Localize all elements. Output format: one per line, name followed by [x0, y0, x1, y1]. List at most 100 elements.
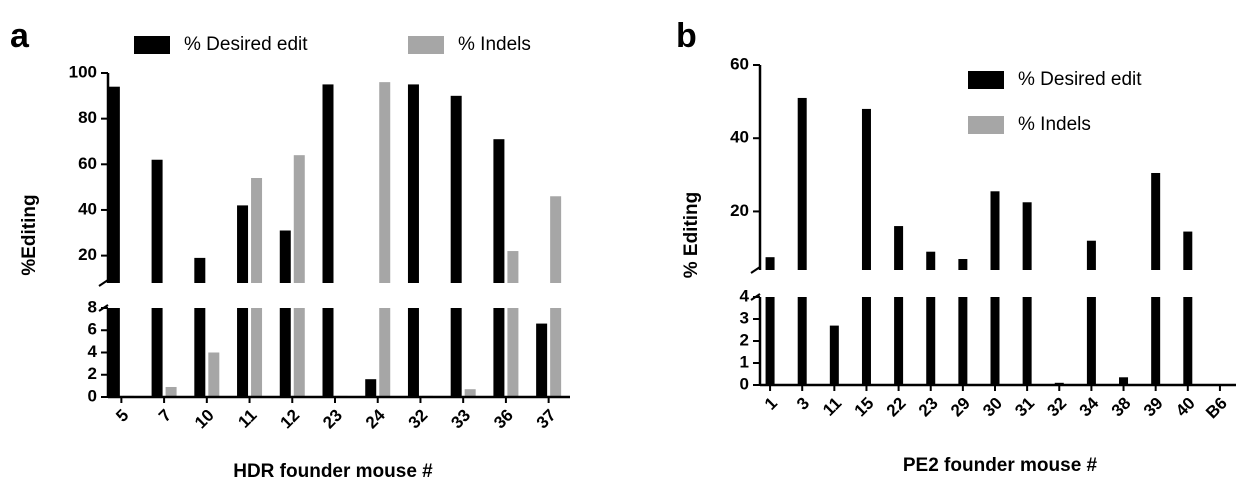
bar — [251, 308, 263, 397]
bar — [958, 259, 968, 270]
x-tick-label: 23 — [915, 394, 942, 421]
bar — [1183, 231, 1193, 270]
bar — [894, 297, 904, 385]
x-tick-label: 11 — [819, 394, 845, 420]
legend-label: % Desired edit — [1018, 69, 1142, 90]
y-tick-label: 2 — [740, 330, 749, 349]
legend-swatch — [408, 36, 444, 54]
x-tick-label: 12 — [276, 406, 303, 433]
x-tick-label: 31 — [1011, 394, 1038, 421]
bar — [151, 308, 163, 397]
bar — [365, 379, 377, 397]
x-tick-label: 32 — [405, 406, 432, 433]
bar — [765, 257, 775, 270]
bar — [990, 191, 1000, 270]
y-tick-label: 40 — [730, 128, 749, 147]
bar — [279, 230, 291, 283]
bar — [829, 325, 839, 385]
x-tick-label: 3 — [793, 394, 813, 414]
legend-label: % Indels — [458, 34, 531, 55]
x-tick-label: 1 — [761, 394, 781, 414]
bar — [926, 251, 936, 270]
legend-label: % Desired edit — [184, 34, 308, 55]
bar — [1022, 202, 1032, 270]
y-tick-label: 4 — [88, 342, 98, 361]
y-tick-label: 2 — [88, 364, 97, 383]
bar — [407, 308, 419, 397]
y-tick-label: 0 — [88, 386, 97, 405]
bar — [1151, 172, 1161, 270]
x-tick-label: 33 — [447, 406, 474, 433]
bar — [550, 196, 562, 283]
bar — [165, 386, 177, 397]
y-tick-label: 20 — [730, 201, 749, 220]
bar — [1119, 377, 1129, 385]
bar — [797, 297, 807, 385]
bar — [926, 297, 936, 385]
bar — [237, 205, 249, 283]
axis-break — [750, 266, 761, 274]
bar — [450, 95, 462, 284]
bar — [293, 308, 305, 397]
bar — [493, 139, 505, 283]
x-axis-title: HDR founder mouse # — [233, 461, 433, 482]
x-tick-label: 24 — [362, 405, 389, 432]
bar — [1086, 240, 1096, 270]
bar — [208, 352, 220, 397]
x-tick-label: 5 — [112, 406, 132, 426]
y-tick-label: 3 — [740, 308, 749, 327]
x-tick-label: 38 — [1108, 394, 1135, 421]
legend-swatch — [968, 116, 1004, 134]
bar — [507, 251, 519, 283]
x-tick-label: 7 — [155, 406, 175, 426]
bar — [151, 159, 163, 283]
bar — [990, 297, 1000, 385]
y-tick-label: 100 — [69, 62, 97, 81]
x-tick-label: 30 — [979, 394, 1006, 421]
legend-swatch — [968, 71, 1004, 89]
bar — [536, 323, 548, 397]
bar — [861, 108, 871, 270]
x-tick-label: 11 — [234, 406, 260, 432]
y-axis-title: %Editing — [19, 194, 40, 275]
bar — [464, 389, 476, 397]
y-axis-title: % Editing — [681, 192, 702, 279]
x-tick-label: 34 — [1076, 393, 1103, 420]
y-tick-label: 6 — [88, 320, 97, 339]
bar — [108, 86, 120, 284]
x-tick-label: 39 — [1140, 394, 1167, 421]
panel-label: b — [676, 17, 697, 55]
bar — [894, 226, 904, 270]
bar — [550, 308, 562, 397]
bar — [861, 297, 871, 385]
bar — [379, 308, 391, 397]
x-tick-label: 37 — [533, 406, 560, 433]
x-tick-label: 23 — [319, 406, 346, 433]
bar — [108, 308, 120, 397]
bar — [237, 308, 249, 397]
bar — [322, 308, 334, 397]
panel-label: a — [10, 17, 30, 55]
bar — [322, 84, 334, 283]
y-tick-label: 4 — [740, 286, 750, 305]
y-tick-label: 0 — [740, 374, 749, 393]
bar — [1086, 297, 1096, 385]
legend-swatch — [134, 36, 170, 54]
y-tick-label: 8 — [88, 297, 97, 316]
axis-break — [98, 279, 109, 287]
x-tick-label: 40 — [1172, 394, 1199, 421]
y-tick-label: 60 — [78, 154, 97, 173]
bar — [194, 308, 206, 397]
bar — [194, 257, 206, 283]
bar — [958, 297, 968, 385]
x-tick-label: 32 — [1043, 394, 1070, 421]
bar — [1151, 297, 1161, 385]
bar — [507, 308, 519, 397]
bar — [493, 308, 505, 397]
x-tick-label: 15 — [851, 394, 878, 421]
x-tick-label: 22 — [883, 394, 910, 421]
bar — [279, 308, 291, 397]
bar — [407, 84, 419, 283]
bar — [765, 297, 775, 385]
